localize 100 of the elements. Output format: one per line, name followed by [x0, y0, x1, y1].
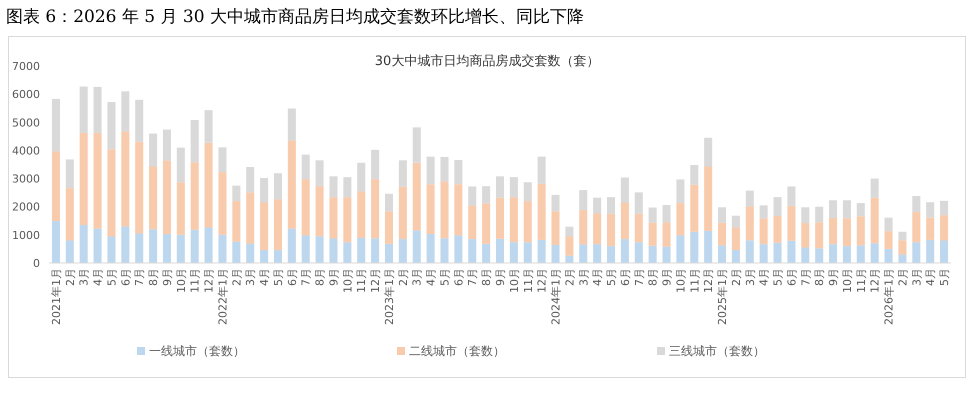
bar	[774, 216, 782, 243]
x-tick-label: 2月	[563, 268, 576, 286]
bar	[815, 206, 824, 222]
legend-label: 二线城市（套数）	[409, 344, 505, 358]
bar	[676, 203, 684, 236]
bar	[870, 243, 879, 263]
x-tick-label: 4月	[924, 268, 938, 286]
x-tick-label: 3月	[78, 268, 91, 286]
bar	[288, 108, 296, 141]
x-tick-label: 7月	[799, 268, 812, 286]
bar	[634, 214, 643, 242]
bar	[940, 215, 948, 240]
bar	[662, 222, 671, 247]
bar	[232, 242, 240, 263]
bar	[302, 154, 310, 180]
bar	[482, 186, 490, 204]
bar	[426, 184, 435, 234]
x-tick-label: 2022年1月	[216, 268, 230, 325]
y-tick-label: 4000	[12, 144, 40, 158]
x-tick-label: 12月	[868, 268, 882, 293]
y-tick-label: 3000	[12, 172, 40, 186]
bar	[787, 240, 796, 263]
bar	[648, 208, 657, 223]
bar	[842, 200, 851, 218]
bar	[524, 182, 532, 202]
bar	[884, 231, 893, 249]
bar	[371, 238, 380, 263]
x-tick-label: 2月	[230, 268, 244, 286]
bar	[606, 246, 616, 263]
bar	[496, 198, 504, 239]
bar	[121, 226, 130, 263]
bar	[746, 206, 754, 240]
x-tick-label: 10月	[341, 268, 354, 293]
x-tick-label: 11月	[188, 268, 202, 293]
legend-label: 一线城市（套数）	[149, 344, 245, 358]
bar	[551, 244, 560, 263]
x-tick-label: 11月	[522, 268, 535, 293]
bar	[787, 186, 796, 206]
bar	[926, 202, 934, 218]
chart-subtitle: 30大中城市日均商品房成交套数（套）	[374, 53, 600, 69]
bar	[732, 250, 740, 263]
bar	[288, 228, 296, 263]
x-tick-label: 2月	[896, 268, 910, 286]
bar	[412, 162, 421, 230]
bar	[66, 159, 74, 188]
bar	[842, 246, 851, 263]
bar	[398, 186, 407, 240]
x-tick-label: 5月	[272, 268, 285, 286]
x-tick-label: 2021年1月	[50, 268, 63, 325]
bar	[329, 176, 338, 198]
x-tick-label: 5月	[605, 268, 618, 286]
bar	[579, 210, 588, 244]
x-tick-label: 12月	[536, 268, 549, 293]
bar	[162, 160, 171, 234]
bar	[593, 198, 602, 214]
bar	[176, 182, 185, 235]
x-tick-label: 5月	[938, 268, 952, 286]
bar	[440, 181, 449, 238]
x-tick-label: 8月	[147, 268, 160, 286]
bar	[468, 186, 476, 206]
x-tick-label: 7月	[300, 268, 313, 286]
bar	[704, 166, 712, 231]
x-tick-label: 2024年1月	[550, 268, 563, 325]
bar	[260, 202, 268, 250]
bar	[801, 223, 810, 248]
bar	[551, 194, 560, 212]
bar	[565, 226, 574, 237]
bar	[940, 200, 948, 216]
bar	[121, 132, 130, 226]
x-tick-label: 3月	[577, 268, 590, 286]
bar	[357, 192, 366, 238]
bar	[316, 160, 324, 186]
bar	[593, 244, 602, 263]
bar	[94, 132, 102, 229]
bar	[620, 177, 629, 202]
x-tick-label: 3月	[744, 268, 757, 286]
bar	[718, 245, 726, 263]
bar	[274, 250, 282, 263]
y-tick-label: 5000	[12, 116, 40, 130]
x-tick-label: 2月	[396, 268, 410, 286]
bar	[898, 240, 906, 255]
bar	[426, 234, 435, 263]
bar	[52, 152, 60, 222]
bar	[288, 140, 296, 229]
bar	[496, 176, 504, 198]
bar	[384, 211, 394, 244]
bar	[856, 245, 865, 263]
bar	[162, 234, 171, 263]
x-tick-label: 3月	[410, 268, 424, 286]
bar	[926, 240, 934, 263]
bar	[801, 207, 810, 224]
x-tick-label: 4月	[424, 268, 438, 286]
bar	[329, 197, 338, 239]
bar	[204, 228, 213, 263]
bar	[246, 244, 254, 263]
bar	[176, 234, 185, 263]
bar	[551, 211, 560, 245]
bar	[260, 250, 268, 263]
bar	[746, 190, 754, 206]
bar	[746, 240, 754, 263]
